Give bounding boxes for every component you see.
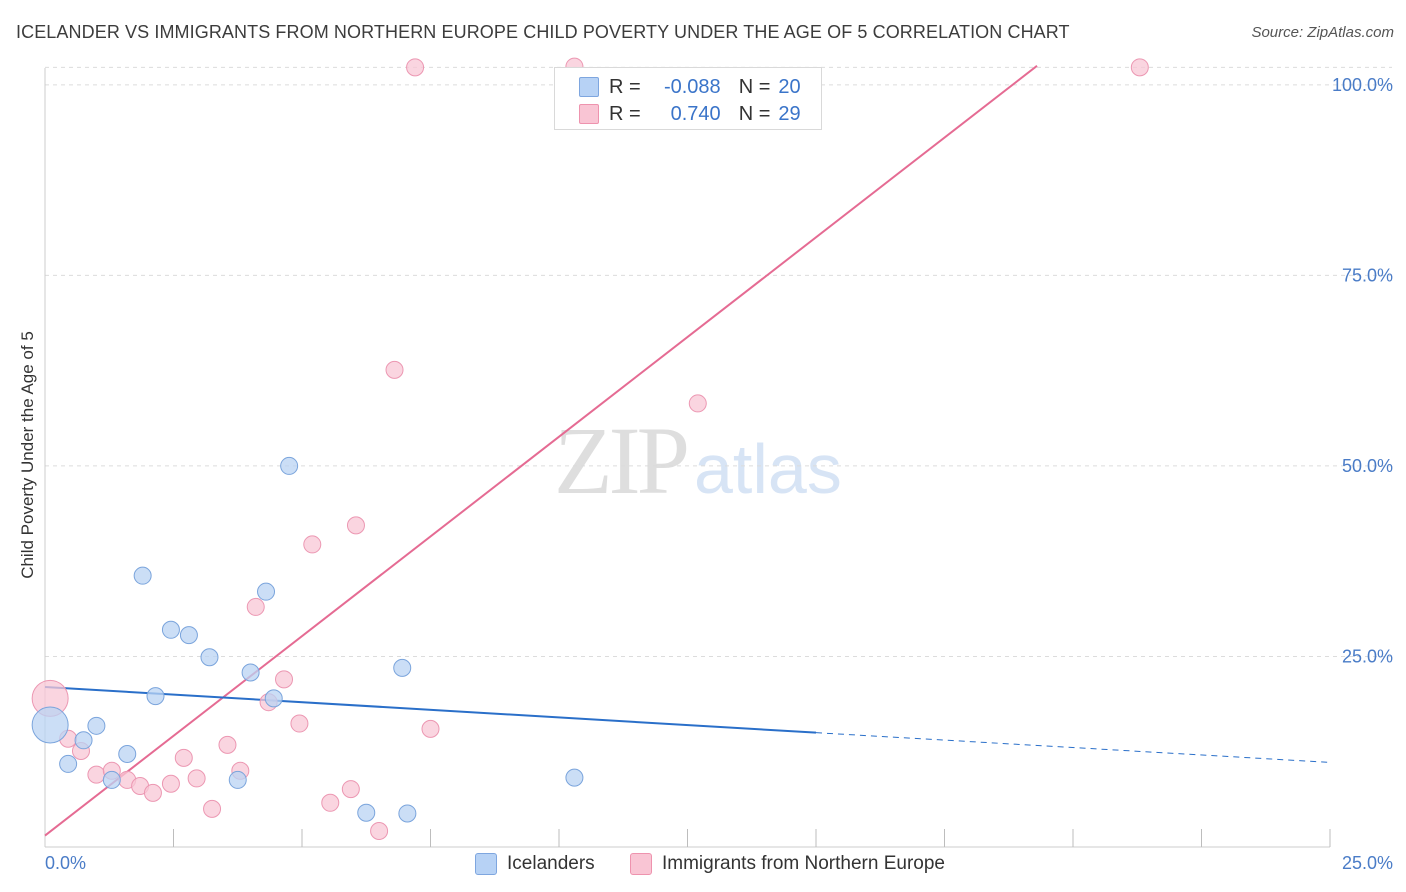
immigrant-point bbox=[421, 719, 440, 738]
immigrant-point bbox=[370, 821, 389, 840]
immigrants-legend-label: Immigrants from Northern Europe bbox=[662, 853, 945, 874]
icelander-point bbox=[161, 620, 180, 639]
icelander-point bbox=[264, 689, 283, 708]
icelander-point bbox=[74, 731, 93, 750]
axes bbox=[44, 68, 1331, 848]
icelanders-legend-label: Icelanders bbox=[507, 853, 595, 874]
immigrant-point bbox=[203, 799, 222, 818]
icelander-point bbox=[87, 716, 106, 735]
icelander-point bbox=[565, 768, 584, 787]
icelander-point bbox=[280, 456, 299, 475]
immigrants-trend-line bbox=[44, 65, 1038, 837]
n-label: N = bbox=[738, 75, 771, 98]
icelanders-trend-extension bbox=[815, 732, 1331, 763]
icelander-point bbox=[179, 626, 198, 645]
source-credit[interactable]: Source: ZipAtlas.com bbox=[1251, 24, 1394, 41]
stats-legend-row-icelanders: R = -0.088 N = 20 bbox=[579, 75, 801, 99]
legend-item-icelanders[interactable]: Icelanders bbox=[475, 851, 595, 877]
immigrant-point bbox=[341, 780, 360, 799]
y-tick-label: 25.0% bbox=[1342, 646, 1393, 666]
icelander-point bbox=[393, 658, 412, 677]
icelander-point bbox=[146, 687, 165, 706]
immigrant-point bbox=[321, 793, 340, 812]
stats-legend: R = -0.088 N = 20 R = 0.740 N = 29 bbox=[554, 67, 822, 130]
immigrant-point bbox=[174, 748, 193, 767]
immigrant-point bbox=[87, 765, 106, 784]
y-tick-label: 100.0% bbox=[1332, 75, 1393, 95]
immigrant-point bbox=[290, 714, 309, 733]
icelanders-trend-line bbox=[44, 685, 817, 734]
immigrants-r-value: 0.740 bbox=[670, 102, 721, 125]
x-tick-label-min: 0.0% bbox=[45, 853, 86, 873]
icelander-point bbox=[357, 803, 376, 822]
icelander-point bbox=[31, 706, 69, 744]
icelander-point bbox=[241, 663, 260, 682]
y-axis-label: Child Poverty Under the Age of 5 bbox=[18, 331, 37, 579]
icelander-point bbox=[133, 566, 152, 585]
icelander-point bbox=[59, 754, 78, 773]
icelander-point bbox=[102, 770, 121, 789]
immigrant-point bbox=[303, 535, 322, 554]
r-label: R = bbox=[609, 75, 641, 98]
immigrant-point bbox=[406, 58, 425, 77]
immigrants-n-value: 29 bbox=[778, 102, 801, 125]
x-tick-label-max: 25.0% bbox=[1342, 853, 1393, 873]
icelanders-n-value: 20 bbox=[778, 75, 801, 98]
immigrant-point bbox=[246, 597, 265, 616]
immigrant-point bbox=[143, 783, 162, 802]
immigrant-point bbox=[187, 769, 206, 788]
icelander-point bbox=[200, 648, 219, 667]
r-label: R = bbox=[609, 102, 641, 125]
y-tick-label: 50.0% bbox=[1342, 456, 1393, 476]
icelander-point bbox=[398, 804, 417, 823]
n-label: N = bbox=[738, 102, 771, 125]
immigrant-point bbox=[385, 360, 404, 379]
icelanders-r-value: -0.088 bbox=[663, 75, 721, 98]
immigrants-legend-swatch bbox=[630, 853, 652, 875]
immigrant-point bbox=[1130, 58, 1149, 77]
immigrant-point bbox=[346, 516, 365, 535]
icelander-point bbox=[228, 770, 247, 789]
stats-legend-row-immigrants: R = 0.740 N = 29 bbox=[579, 102, 801, 126]
immigrant-point bbox=[275, 670, 294, 689]
gridlines bbox=[45, 66, 1392, 657]
tick-labels: 25.0% 50.0% 75.0% 100.0% 0.0% 25.0% bbox=[45, 75, 1393, 873]
chart-title: ICELANDER VS IMMIGRANTS FROM NORTHERN EU… bbox=[16, 22, 1070, 42]
immigrants-swatch bbox=[579, 104, 599, 124]
immigrant-point bbox=[688, 394, 707, 413]
icelander-point bbox=[257, 582, 276, 601]
immigrant-point bbox=[218, 735, 237, 754]
trend-lines bbox=[44, 65, 1331, 837]
icelander-point bbox=[118, 745, 137, 764]
y-tick-label: 75.0% bbox=[1342, 265, 1393, 285]
data-points bbox=[31, 57, 1149, 840]
icelanders-swatch bbox=[579, 77, 599, 97]
immigrant-point bbox=[161, 774, 180, 793]
legend-item-immigrants[interactable]: Immigrants from Northern Europe bbox=[630, 851, 945, 877]
icelanders-legend-swatch bbox=[475, 853, 497, 875]
